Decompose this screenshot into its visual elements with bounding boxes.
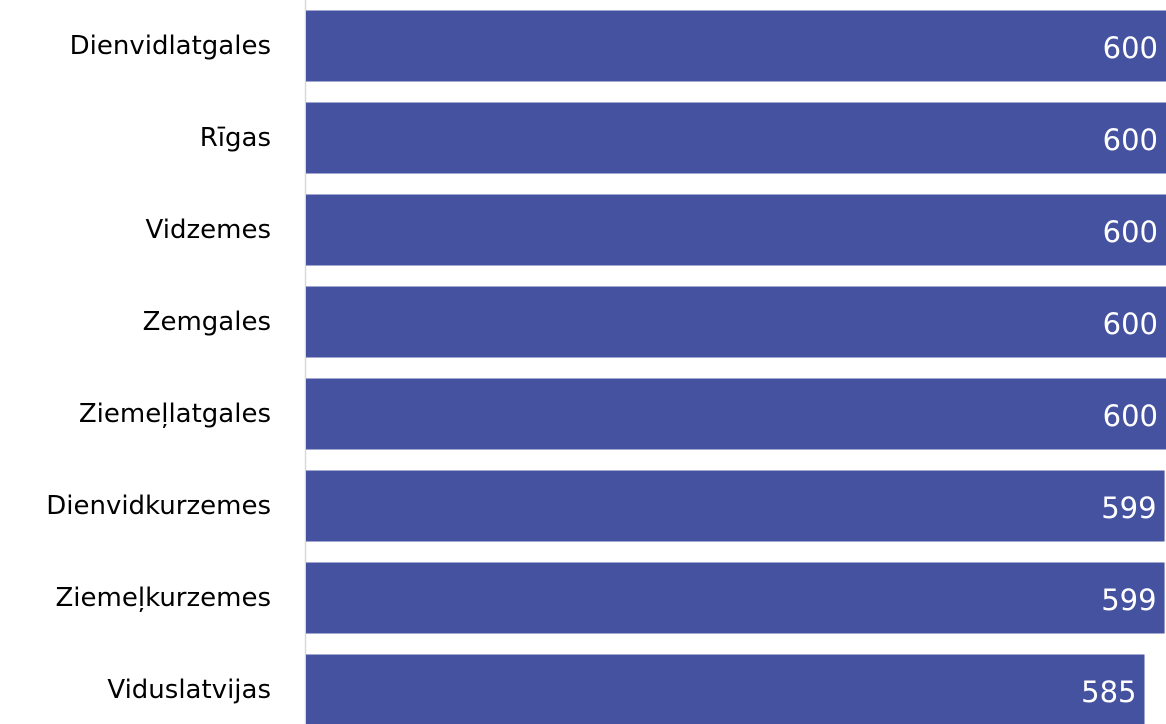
value-label: 600: [1103, 307, 1158, 341]
category-label: Viduslatvijas: [107, 675, 271, 705]
value-label: 600: [1103, 123, 1158, 157]
category-label: Dienvidkurzemes: [46, 491, 271, 521]
category-label: Dienvidlatgales: [70, 31, 271, 61]
category-label: Rīgas: [200, 123, 271, 153]
category-label: Zemgales: [143, 307, 271, 337]
bar: [306, 562, 1165, 634]
bar: [306, 470, 1165, 542]
category-label: Ziemeļlatgales: [79, 399, 271, 429]
value-label: 600: [1103, 215, 1158, 249]
bar: [306, 286, 1166, 358]
value-label: 600: [1103, 31, 1158, 65]
value-label: 600: [1103, 399, 1158, 433]
labels-layer: Dienvidlatgales 600 Rīgas 600 Vidzemes 600 Ze…: [46, 31, 1158, 709]
bar: [306, 102, 1166, 174]
bar: [306, 378, 1166, 450]
value-label: 599: [1101, 583, 1156, 617]
bar: [306, 10, 1166, 82]
bars-layer: [306, 10, 1166, 724]
value-label: 585: [1081, 675, 1136, 709]
bar: [306, 194, 1166, 266]
category-label: Ziemeļkurzemes: [55, 583, 271, 613]
category-label: Vidzemes: [146, 215, 271, 245]
value-label: 599: [1101, 491, 1156, 525]
bar: [306, 654, 1145, 724]
